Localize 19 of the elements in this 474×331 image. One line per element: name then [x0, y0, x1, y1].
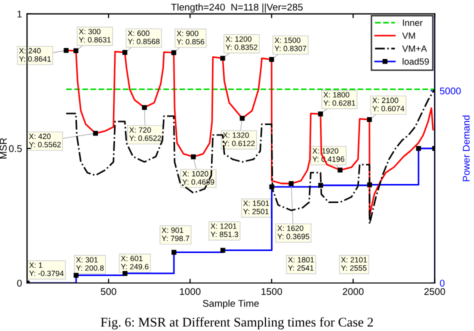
x-tick-label: 1500 — [262, 288, 282, 296]
y-tick-label: 1 — [17, 10, 22, 18]
x-tick-label: 1000 — [180, 288, 201, 296]
x-tick-label: 2000 — [342, 288, 364, 296]
y2-tick-label: 5000 — [440, 88, 461, 94]
y2-tick-label: 0 — [440, 280, 445, 287]
caption: Fig. 6: MSR at Different Sampling times for Case 2 — [100, 317, 373, 330]
y-tick-label: 0.5 — [9, 145, 22, 152]
x-tick-label: 500 — [100, 288, 116, 296]
y-axis-title: MSR — [0, 138, 7, 158]
chart-title: Tlength=240 N=118 ||Ver=285 — [171, 3, 303, 13]
legend-label: load59 — [402, 58, 429, 65]
legend-label: VM — [402, 32, 415, 39]
y-tick-label: 0 — [17, 280, 22, 287]
legend-label: VM+A — [402, 46, 427, 52]
legend-label: Inner — [402, 20, 423, 26]
x-tick-label: 2500 — [424, 288, 446, 296]
y2-axis-title: Power Demand — [462, 116, 470, 182]
x-axis-title: Sample Time — [202, 300, 259, 309]
